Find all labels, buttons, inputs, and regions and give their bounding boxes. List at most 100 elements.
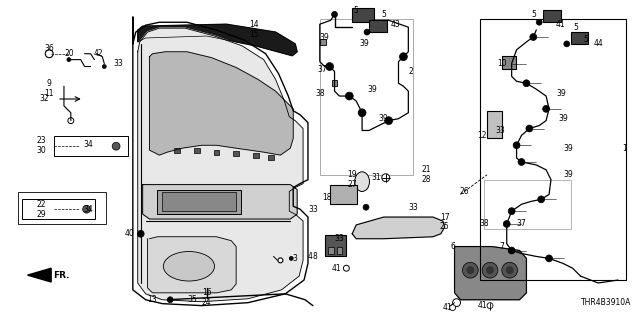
Text: 7: 7 xyxy=(499,242,504,251)
Circle shape xyxy=(518,158,525,165)
Text: 43: 43 xyxy=(390,20,401,29)
Circle shape xyxy=(452,299,461,307)
Text: 10: 10 xyxy=(497,59,507,68)
Circle shape xyxy=(513,142,520,149)
Circle shape xyxy=(364,29,370,35)
Bar xyxy=(320,19,413,175)
Circle shape xyxy=(278,258,283,263)
Text: FR.: FR. xyxy=(53,271,70,280)
Text: 37: 37 xyxy=(318,65,328,74)
Circle shape xyxy=(467,266,474,274)
Ellipse shape xyxy=(355,172,369,191)
Ellipse shape xyxy=(163,252,214,281)
Circle shape xyxy=(536,19,542,25)
Circle shape xyxy=(289,256,293,260)
Bar xyxy=(332,80,337,86)
Bar xyxy=(18,192,106,224)
Text: 5: 5 xyxy=(381,10,386,19)
Circle shape xyxy=(326,63,333,70)
Text: 33: 33 xyxy=(335,234,344,243)
Text: 41: 41 xyxy=(332,264,341,273)
Circle shape xyxy=(545,255,552,262)
Circle shape xyxy=(382,174,390,182)
Text: 18: 18 xyxy=(322,193,332,202)
Text: 39: 39 xyxy=(359,39,369,48)
Text: 33: 33 xyxy=(408,203,418,212)
Bar xyxy=(163,192,236,211)
Text: 9: 9 xyxy=(47,79,52,88)
Text: 21: 21 xyxy=(421,165,431,174)
Text: 29: 29 xyxy=(36,210,46,219)
Circle shape xyxy=(508,208,515,215)
Text: 30: 30 xyxy=(36,146,46,155)
Polygon shape xyxy=(28,268,51,282)
Text: 19: 19 xyxy=(348,170,357,179)
Text: 33: 33 xyxy=(113,59,123,68)
Text: 34: 34 xyxy=(84,140,93,149)
Text: 5: 5 xyxy=(573,23,578,32)
Text: 16: 16 xyxy=(202,288,211,297)
Circle shape xyxy=(83,205,90,213)
Circle shape xyxy=(508,247,515,254)
Text: 38: 38 xyxy=(315,89,324,98)
Text: 32: 32 xyxy=(40,94,49,103)
Text: 26: 26 xyxy=(460,187,469,196)
Text: 42: 42 xyxy=(93,49,103,58)
Bar xyxy=(54,136,128,156)
Bar xyxy=(480,19,626,280)
Bar xyxy=(214,150,220,155)
Circle shape xyxy=(363,204,369,210)
Text: 20: 20 xyxy=(64,49,74,58)
Circle shape xyxy=(487,303,493,308)
Polygon shape xyxy=(148,237,236,293)
Bar xyxy=(484,180,571,229)
Circle shape xyxy=(530,34,537,40)
Text: 1: 1 xyxy=(623,144,627,153)
Bar xyxy=(324,235,346,256)
Text: 28: 28 xyxy=(421,175,431,184)
Text: 17: 17 xyxy=(440,212,449,221)
Circle shape xyxy=(508,60,515,67)
Text: 3: 3 xyxy=(292,254,298,263)
Bar xyxy=(337,247,342,254)
Text: 38: 38 xyxy=(479,220,489,228)
Text: 8: 8 xyxy=(312,252,317,261)
Bar xyxy=(253,153,259,158)
Circle shape xyxy=(486,266,494,274)
Circle shape xyxy=(482,262,498,278)
Text: 39: 39 xyxy=(320,33,330,42)
Text: 40: 40 xyxy=(125,229,135,238)
Text: 35: 35 xyxy=(187,295,196,304)
Text: 33: 33 xyxy=(308,205,318,214)
Text: 31: 31 xyxy=(371,173,381,182)
Circle shape xyxy=(346,92,353,100)
Bar xyxy=(22,199,95,219)
Circle shape xyxy=(399,53,407,60)
Bar xyxy=(487,111,502,138)
Circle shape xyxy=(112,142,120,150)
Bar xyxy=(328,247,333,254)
Circle shape xyxy=(503,220,510,228)
Circle shape xyxy=(526,125,533,132)
Circle shape xyxy=(102,65,106,68)
Bar xyxy=(157,189,241,214)
Text: 41: 41 xyxy=(443,303,452,312)
Circle shape xyxy=(564,41,570,47)
Text: 41: 41 xyxy=(477,301,487,310)
Polygon shape xyxy=(150,52,293,155)
Bar xyxy=(352,8,374,22)
Polygon shape xyxy=(138,24,297,56)
Bar xyxy=(369,20,387,32)
Text: 27: 27 xyxy=(348,180,357,189)
Bar xyxy=(174,148,180,153)
Circle shape xyxy=(67,58,71,62)
Text: 39: 39 xyxy=(379,114,388,123)
Text: 6: 6 xyxy=(450,242,455,251)
Text: 39: 39 xyxy=(564,170,573,179)
Bar xyxy=(194,148,200,153)
Text: 34: 34 xyxy=(84,205,93,214)
Circle shape xyxy=(450,305,456,310)
Text: 12: 12 xyxy=(477,131,487,140)
Text: 14: 14 xyxy=(249,20,259,29)
Text: 36: 36 xyxy=(44,44,54,53)
